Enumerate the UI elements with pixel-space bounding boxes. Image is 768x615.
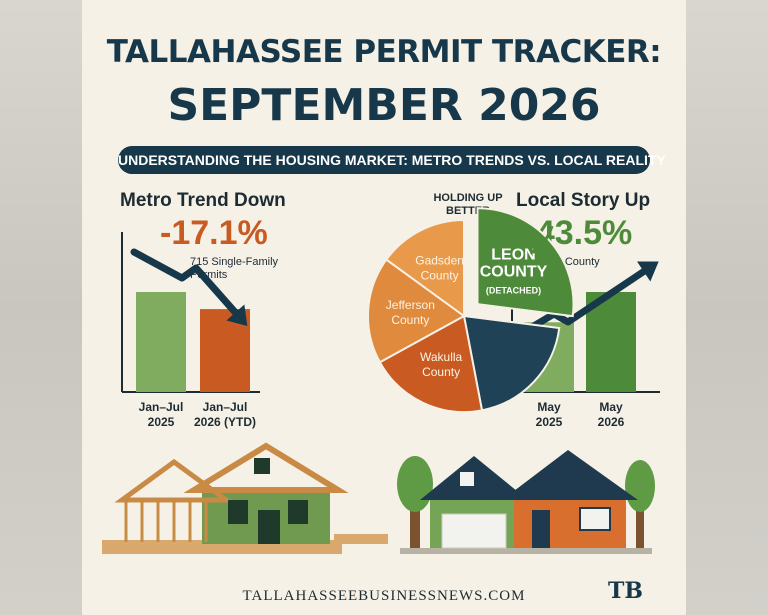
house-window-top <box>460 472 474 486</box>
footer-url[interactable]: TALLAHASSEEBUSINESSNEWS.COM <box>242 588 526 604</box>
pie-slice-1 <box>476 207 575 318</box>
pie-label-1-1: LEON <box>491 246 535 263</box>
tree-trunk-right <box>636 494 644 548</box>
pie-label-1-2: COUNTY <box>480 263 548 280</box>
left-backdrop <box>0 0 82 615</box>
local-bar-2 <box>586 292 636 392</box>
callout-arrowhead <box>530 243 542 254</box>
infographic-card: TALLAHASSEE PERMIT TRACKER: SEPTEMBER 20… <box>82 0 686 615</box>
metro-trend-arrow <box>130 248 246 324</box>
county-pie-chart: LEONCOUNTY(DETACHED)WakullaCountyJeffers… <box>367 207 575 413</box>
pie-label-5-2: County <box>421 269 459 283</box>
metro-tick-label-1: Jan–Jul 2025 <box>138 400 184 429</box>
house-under-construction-illustration <box>102 442 388 554</box>
logo-icon: TB <box>608 578 643 604</box>
right-backdrop <box>686 0 768 615</box>
construction-window-2 <box>288 500 308 524</box>
lumber-pile <box>334 534 388 544</box>
local-tick-label-2: May 2026 <box>597 400 625 429</box>
construction-roof-frame <box>183 442 349 493</box>
local-tick-label-1: May 2025 <box>535 400 563 429</box>
finished-house-illustration <box>397 450 655 554</box>
local-story-label: Local Story Up <box>516 190 651 211</box>
metro-trend-arrowhead <box>226 304 248 326</box>
garage-door <box>441 513 507 549</box>
pie-label-4-2: County <box>391 313 429 327</box>
pie-label-3-2: County <box>422 365 460 379</box>
house-front-door <box>532 510 550 548</box>
pie-slice-3 <box>378 314 484 413</box>
tree-left <box>397 456 433 512</box>
page-title-line1: TALLAHASSEE PERMIT TRACKER: <box>106 34 662 70</box>
local-trend-arrow <box>516 262 656 338</box>
pie-label-4-1: Jefferson <box>386 298 435 312</box>
subtitle-banner: UNDERSTANDING THE HOUSING MARKET: METRO … <box>118 146 666 174</box>
charts-svg: LEONCOUNTY(DETACHED)WakullaCountyJeffers… <box>102 207 660 554</box>
metro-bar-1 <box>136 292 186 392</box>
pie-label-5-1: Gadsden <box>415 254 464 268</box>
pie-label-1-3: (DETACHED) <box>486 285 541 295</box>
construction-door <box>258 510 280 544</box>
construction-window-3 <box>254 458 270 474</box>
metro-bar-chart <box>121 232 260 393</box>
house-window-right <box>579 507 611 531</box>
metro-change-value: -17.1% <box>160 214 268 252</box>
pie-slice-5 <box>384 218 465 318</box>
tree-right <box>625 460 655 512</box>
house-ground <box>400 548 652 554</box>
pie-slice-4 <box>367 258 466 364</box>
construction-window-1 <box>228 500 248 524</box>
tree-trunk-left <box>410 490 420 548</box>
pie-label-3-1: Wakulla <box>420 350 463 364</box>
page-title-line2: SEPTEMBER 2026 <box>167 80 601 131</box>
metro-tick-label-2: Jan–Jul 2026 (YTD) <box>193 400 257 429</box>
pie-slice-2 <box>462 314 561 412</box>
local-trend-arrowhead <box>637 261 659 282</box>
metro-trend-label: Metro Trend Down <box>120 190 286 211</box>
house-roof-right <box>502 450 638 500</box>
